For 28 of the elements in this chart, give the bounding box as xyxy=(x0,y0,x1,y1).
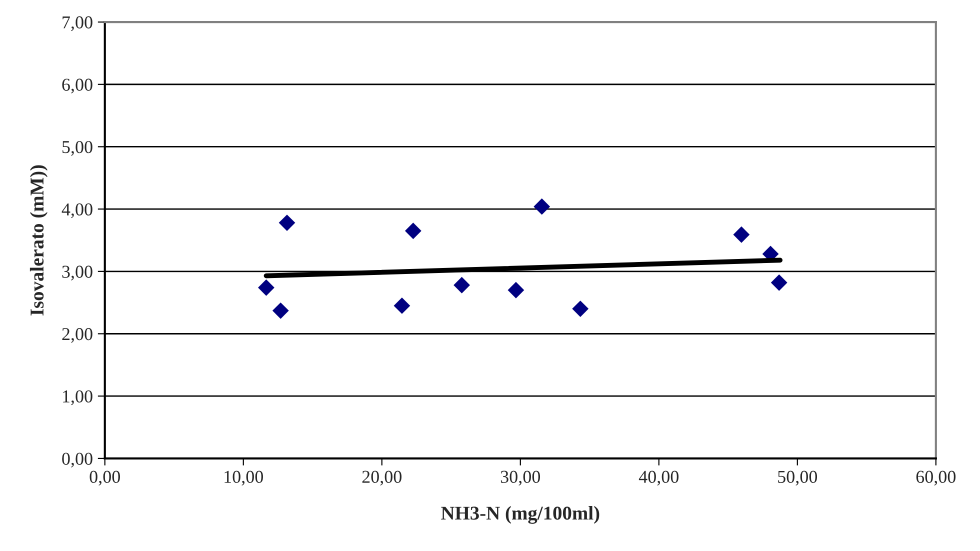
y-tick-label: 7,00 xyxy=(62,16,92,32)
x-tick-label: 40,00 xyxy=(638,470,679,486)
point xyxy=(733,226,750,243)
point xyxy=(572,300,589,318)
x-tick-label: 50,00 xyxy=(778,470,818,486)
x-tick-label: 60,00 xyxy=(916,470,956,486)
y-tick-label: 0,00 xyxy=(62,452,92,468)
y-tick-label: 2,00 xyxy=(62,328,92,343)
x-tick-label: 30,00 xyxy=(500,470,540,486)
point xyxy=(258,279,274,296)
y-tick-label: 4,00 xyxy=(62,203,92,218)
y-tick-label: 5,00 xyxy=(62,140,92,156)
y-tick-label: 3,00 xyxy=(62,266,92,280)
x-tick-label: 10,00 xyxy=(224,470,263,486)
point xyxy=(770,274,788,291)
point xyxy=(278,214,296,231)
point xyxy=(508,282,524,298)
y-axis-title: Isovalerato (mM)) xyxy=(30,165,48,316)
y-tick-label: 6,00 xyxy=(62,78,92,94)
point xyxy=(404,222,422,240)
x-tick-label: 20,00 xyxy=(362,470,402,486)
x-axis-title: NH3-N (mg/100ml) xyxy=(441,506,600,524)
y-tick-label: 1,00 xyxy=(63,390,92,406)
point xyxy=(534,198,550,215)
x-tick-label: 0,00 xyxy=(90,470,120,486)
point xyxy=(394,297,410,314)
point xyxy=(454,276,470,294)
point xyxy=(272,302,289,319)
